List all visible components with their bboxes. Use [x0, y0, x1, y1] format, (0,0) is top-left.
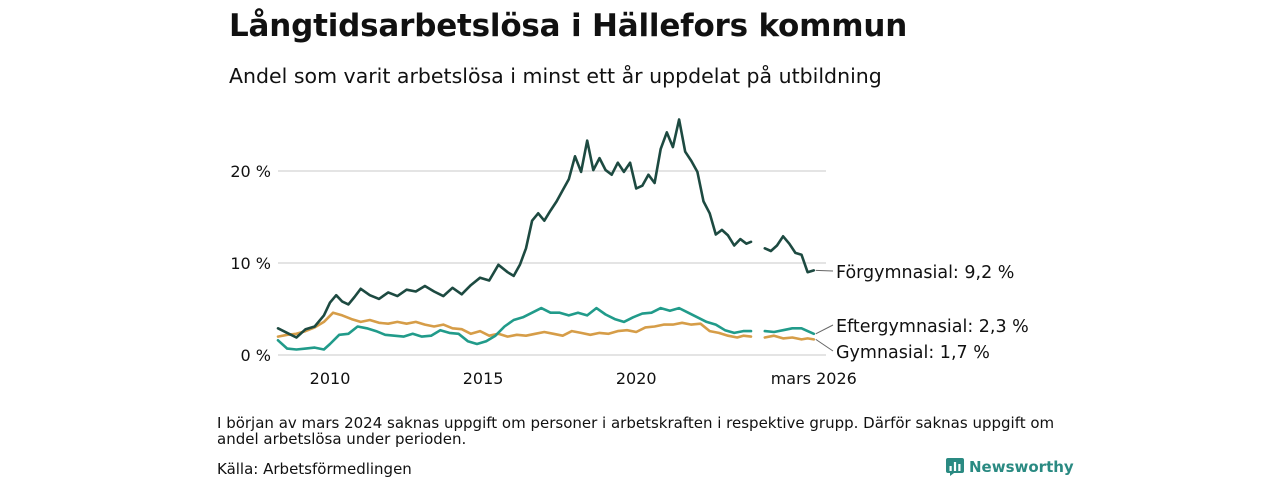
series-end-label: Eftergymnasial: 2,3 % — [836, 317, 1029, 337]
chart-title: Långtidsarbetslösa i Hällefors kommun — [229, 8, 908, 44]
x-tick-label: mars 2026 — [771, 369, 857, 388]
bar-chart-icon — [946, 458, 964, 476]
source-text: Källa: Arbetsförmedlingen — [217, 460, 412, 478]
newsworthy-logo: Newsworthy — [946, 458, 1074, 476]
label-connector — [815, 338, 834, 352]
series-line-gymnasial — [276, 311, 816, 341]
series-line-förgymnasial — [276, 118, 816, 339]
brand-name: Newsworthy — [969, 458, 1074, 476]
x-tick-label: 2015 — [463, 369, 504, 388]
label-connector — [815, 324, 834, 335]
series-end-label: Gymnasial: 1,7 % — [836, 343, 990, 363]
series-lines — [276, 118, 816, 351]
chart-subtitle: Andel som varit arbetslösa i minst ett å… — [229, 64, 882, 88]
x-tick-label: 2020 — [616, 369, 657, 388]
series-end-label: Förgymnasial: 9,2 % — [836, 263, 1014, 283]
y-axis: 0 % 10 % 20 % — [230, 162, 271, 365]
x-axis: 2010 2015 2020 mars 2026 — [310, 369, 857, 388]
y-tick-label: 10 % — [230, 254, 271, 273]
y-tick-label: 20 % — [230, 162, 271, 181]
footnote: I början av mars 2024 saknas uppgift om … — [217, 414, 1055, 448]
gridlines — [278, 170, 826, 356]
series-line-eftergymnasial — [276, 306, 816, 351]
x-tick-label: 2010 — [310, 369, 351, 388]
series-end-labels: Förgymnasial: 9,2 % Eftergymnasial: 2,3 %… — [815, 263, 1029, 363]
line-chart: 0 % 10 % 20 % 2010 2015 2020 mars 2026 Förgym… — [230, 118, 1029, 388]
y-tick-label: 0 % — [241, 346, 271, 365]
label-connector — [815, 269, 834, 272]
